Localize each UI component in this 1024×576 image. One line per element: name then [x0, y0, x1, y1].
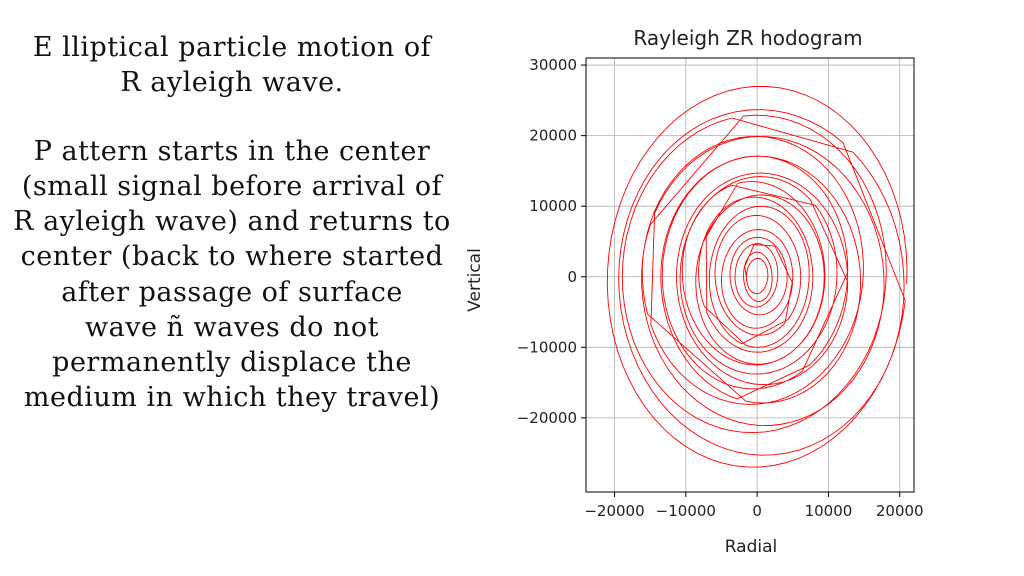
x-tick-label: 20000	[876, 502, 924, 520]
y-tick-label: 20000	[529, 127, 577, 145]
x-tick-label: −10000	[656, 502, 716, 520]
axes-frame	[585, 57, 915, 493]
y-tick-label: 10000	[529, 197, 577, 215]
body-line: (small signal before arrival of	[21, 171, 443, 203]
y-tick-label: −20000	[517, 409, 577, 427]
body-line: permanently displace the	[52, 346, 412, 378]
body-line: wave ñ waves do not	[85, 311, 379, 343]
plot-area	[606, 86, 908, 468]
heading-line: R ayleigh wave.	[120, 67, 344, 99]
chart-title: Rayleigh ZR hodogram	[633, 26, 862, 50]
x-axis-label: Radial	[725, 537, 778, 557]
text-spacer	[12, 100, 452, 134]
y-tick-label: 30000	[529, 56, 577, 74]
body-line: after passage of surface	[61, 276, 403, 308]
x-tick-label: −20000	[584, 502, 644, 520]
hodogram-chart: Rayleigh ZR hodogram −20000 −10000 0 10000 2…	[465, 26, 924, 557]
x-tick-label: 10000	[805, 502, 853, 520]
body-line: center (back to where started	[20, 241, 444, 273]
slide-text: E lliptical particle motion of R ayleigh…	[12, 30, 452, 415]
heading-line: E lliptical particle motion of	[32, 32, 432, 63]
body-line: R ayleigh wave) and returns to	[13, 206, 451, 238]
y-tick-label: −10000	[517, 338, 577, 356]
body-line: medium in which they travel)	[23, 381, 441, 413]
hodogram-trace	[606, 86, 908, 468]
x-tick-label: 0	[752, 502, 762, 520]
y-axis-label: Vertical	[465, 248, 485, 312]
axis-ticks: −20000 −10000 0 10000 20000 −20000 −10000 0 1000…	[517, 56, 924, 520]
grid-lines	[586, 58, 914, 492]
y-tick-label: 0	[567, 268, 577, 286]
body-line: P attern starts in the center	[33, 136, 431, 168]
